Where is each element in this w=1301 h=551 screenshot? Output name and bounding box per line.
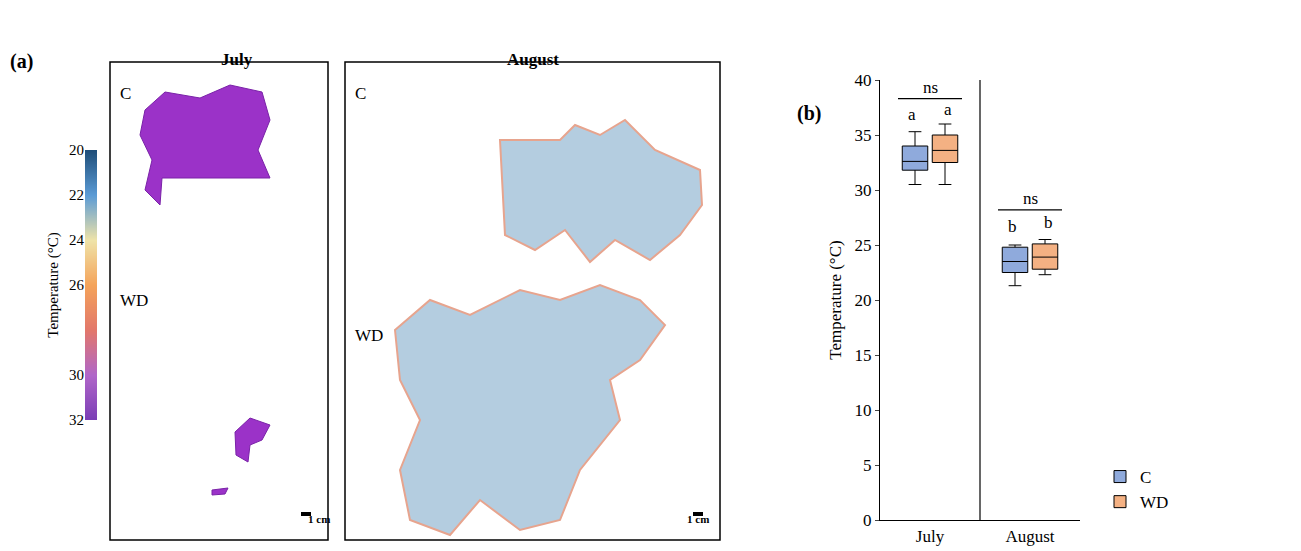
svg-text:40: 40: [854, 71, 871, 90]
svg-text:Temperature (°C): Temperature (°C): [45, 232, 62, 337]
svg-text:ns: ns: [923, 78, 938, 97]
svg-text:ns: ns: [1023, 189, 1038, 208]
svg-text:(a): (a): [10, 50, 33, 73]
svg-text:30: 30: [854, 181, 871, 200]
svg-text:26: 26: [69, 277, 85, 293]
svg-text:August: August: [507, 50, 559, 69]
svg-text:1 cm: 1 cm: [308, 513, 330, 525]
svg-text:WD: WD: [120, 291, 148, 310]
svg-text:WD: WD: [355, 326, 383, 345]
svg-text:30: 30: [69, 367, 84, 383]
svg-text:10: 10: [854, 401, 871, 420]
svg-text:5: 5: [863, 456, 872, 475]
svg-text:35: 35: [854, 126, 871, 145]
svg-text:32: 32: [69, 412, 84, 428]
svg-text:July: July: [221, 50, 253, 69]
svg-text:C: C: [1140, 468, 1151, 487]
svg-text:20: 20: [854, 291, 871, 310]
svg-text:a: a: [944, 100, 952, 119]
svg-text:C: C: [120, 84, 131, 103]
svg-text:1 cm: 1 cm: [687, 513, 709, 525]
svg-text:(b): (b): [797, 102, 821, 125]
svg-text:July: July: [916, 527, 945, 546]
svg-text:C: C: [355, 84, 366, 103]
svg-text:WD: WD: [1140, 493, 1168, 512]
svg-text:August: August: [1005, 527, 1054, 546]
svg-text:b: b: [1008, 217, 1017, 236]
svg-text:24: 24: [69, 232, 85, 248]
svg-text:Temperature (°C): Temperature (°C): [826, 240, 845, 359]
svg-text:20: 20: [69, 142, 84, 158]
svg-text:25: 25: [854, 236, 871, 255]
svg-text:b: b: [1044, 213, 1053, 232]
svg-text:a: a: [908, 105, 916, 124]
svg-text:0: 0: [863, 511, 872, 530]
svg-text:22: 22: [69, 187, 84, 203]
svg-text:15: 15: [854, 346, 871, 365]
